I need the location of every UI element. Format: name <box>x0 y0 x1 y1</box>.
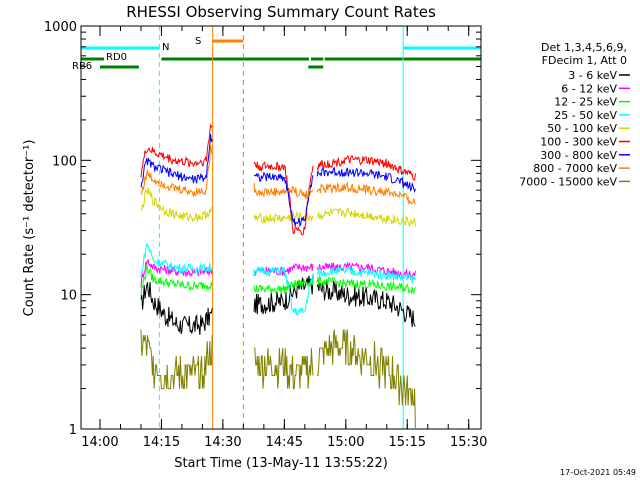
legend-entry-label: 100 - 300 keV <box>540 136 617 149</box>
series-line <box>140 281 213 335</box>
x-axis-label: Start Time (13-May-11 13:55:22) <box>174 456 388 471</box>
legend: Det 1,3,4,5,6,9, FDecim 1, Att 0 3 - 6 k… <box>519 41 630 188</box>
series-line <box>254 347 314 390</box>
state-bar-label: N <box>162 42 169 53</box>
time-marker-lines <box>80 26 482 429</box>
series-line <box>140 329 213 390</box>
state-bar-label: S <box>195 36 201 47</box>
legend-entry-label: 3 - 6 keV <box>568 69 617 82</box>
y-axis-label: Count Rate (s⁻¹ detector⁻¹) <box>22 140 37 317</box>
chart-title: RHESSI Observing Summary Count Rates <box>126 3 436 21</box>
x-tick-label: 14:30 <box>204 435 241 450</box>
series-line <box>140 187 213 223</box>
series-line <box>316 266 416 284</box>
x-tick-label: 14:45 <box>266 435 303 450</box>
series-line <box>316 166 416 193</box>
x-tick-label: 15:15 <box>389 435 426 450</box>
legend-entry-label: 300 - 800 keV <box>540 149 617 162</box>
series-line <box>140 243 213 279</box>
x-tick-label: 14:00 <box>81 435 118 450</box>
legend-header-line-1: Det 1,3,4,5,6,9, <box>541 41 627 54</box>
y-tick-label: 1 <box>69 423 77 438</box>
series-line <box>253 171 314 228</box>
series-line <box>316 276 416 295</box>
series-line <box>140 123 213 178</box>
series-line <box>140 264 213 297</box>
legend-entry-label: 7000 - 15000 keV <box>519 175 617 188</box>
axes: 1 10 100 1000 14:00 14:15 14:30 14:45 15:00 15:15… <box>44 20 488 450</box>
series-line <box>253 274 314 315</box>
y-tick-label: 1000 <box>44 20 77 35</box>
series-line <box>253 182 314 200</box>
series-line <box>317 329 416 428</box>
state-bar-label: RD0 <box>106 52 127 63</box>
footer-timestamp: 17-Oct-2021 05:49 <box>560 468 636 477</box>
x-tick-label: 15:00 <box>327 435 364 450</box>
legend-entry-label: 6 - 12 keV <box>561 82 617 95</box>
x-tick-label: 15:30 <box>450 435 487 450</box>
series-lines <box>140 123 416 428</box>
legend-entry-label: 50 - 100 keV <box>547 122 617 135</box>
plot-frame <box>80 25 482 430</box>
x-tick-label: 14:15 <box>143 435 180 450</box>
series-line <box>140 259 213 288</box>
legend-entry-label: 12 - 25 keV <box>554 96 617 109</box>
series-line <box>316 207 416 228</box>
legend-header-line-2: FDecim 1, Att 0 <box>542 54 627 67</box>
series-line <box>316 155 416 181</box>
series-line <box>316 181 416 205</box>
legend-entry-label: 800 - 7000 keV <box>533 162 617 175</box>
series-line <box>253 161 314 236</box>
y-tick-label: 100 <box>52 154 77 169</box>
legend-entry-label: 25 - 50 keV <box>554 109 617 122</box>
series-line <box>140 134 213 188</box>
series-line <box>253 266 314 317</box>
series-line <box>140 145 213 197</box>
series-line <box>253 278 314 294</box>
y-tick-label: 10 <box>60 289 77 304</box>
